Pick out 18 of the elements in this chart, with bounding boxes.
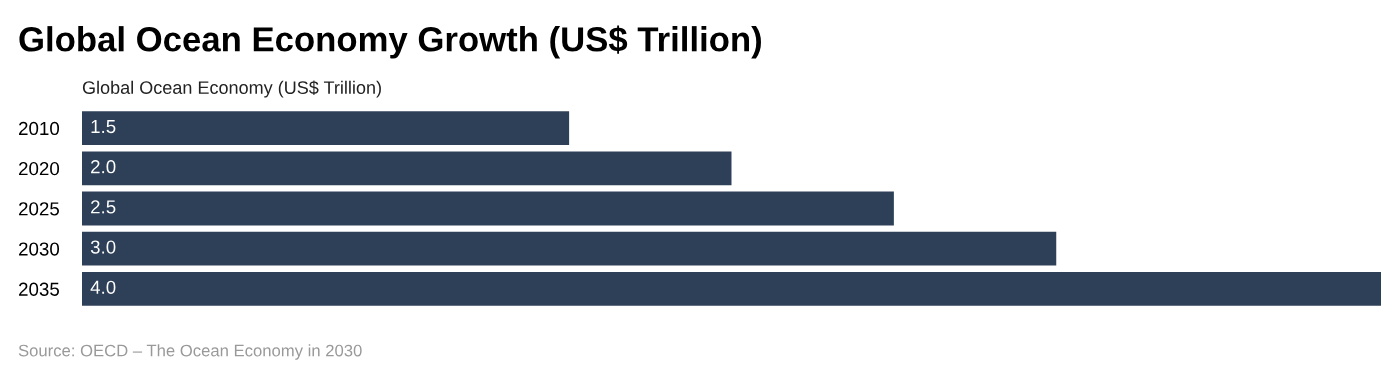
data-label: 2.5 <box>91 200 116 214</box>
data-label: 1.5 <box>91 120 116 134</box>
source-note: Source: OECD – The Ocean Economy in 2030 <box>18 344 362 360</box>
bar <box>82 151 732 186</box>
bar <box>82 231 1057 266</box>
y-tick-label: 2020 <box>19 162 60 176</box>
bar <box>82 111 570 145</box>
y-tick-label: 2010 <box>19 121 60 136</box>
y-tick-label: 2025 <box>19 202 59 216</box>
data-label: 2.0 <box>91 160 116 174</box>
bar <box>82 272 1381 306</box>
data-label: 3.0 <box>90 240 116 254</box>
y-tick-label: 2030 <box>19 242 60 256</box>
chart-title: Global Ocean Economy Growth (US$ Trillion) <box>19 25 761 59</box>
data-label: 4.0 <box>90 280 116 294</box>
series-label: Global Ocean Economy (US$ Trillion) <box>82 80 381 98</box>
y-tick-label: 2035 <box>19 282 59 296</box>
bar <box>82 191 894 226</box>
